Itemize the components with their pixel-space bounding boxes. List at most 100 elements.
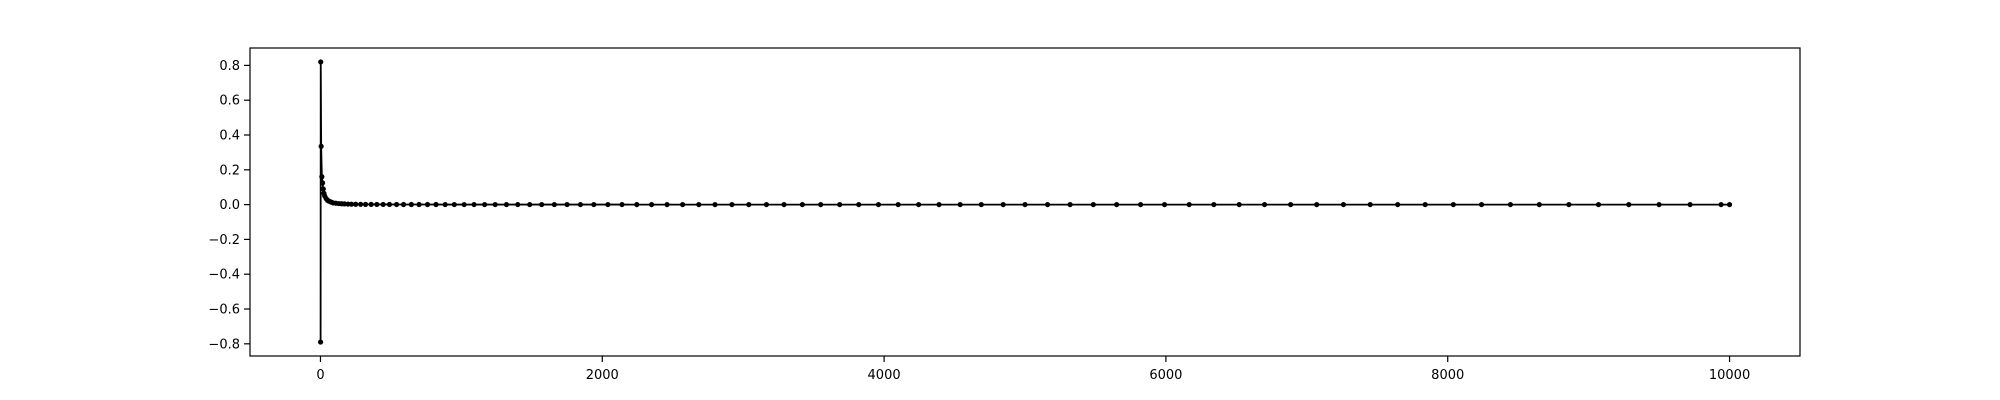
- data-point: [348, 201, 355, 207]
- y-tick-label: −0.4: [208, 268, 240, 283]
- data-point: [1422, 201, 1428, 208]
- data-point: [781, 201, 787, 208]
- data-point: [1595, 201, 1602, 208]
- y-axis-ticks: −0.8 −0.6 −0.4 −0.2 0.0 0.2 0.4 0.6 0.8: [208, 59, 250, 352]
- y-tick-label: 0.8: [219, 59, 240, 74]
- data-point: [1566, 201, 1572, 208]
- data-point: [551, 201, 557, 208]
- x-tick-label: 0: [316, 368, 324, 383]
- data-point: [1314, 201, 1320, 208]
- data-point: [319, 174, 325, 180]
- data-point: [957, 201, 963, 208]
- y-tick-label: 0.4: [219, 129, 240, 144]
- data-point: [527, 201, 533, 208]
- data-point: [837, 201, 843, 208]
- data-point: [451, 201, 457, 208]
- data-point: [318, 143, 324, 149]
- data-point: [353, 201, 359, 207]
- data-point: [1022, 201, 1028, 208]
- data-point: [619, 201, 625, 208]
- data-point: [875, 201, 882, 208]
- series-points: [318, 59, 1733, 345]
- x-tick-label: 10000: [1709, 368, 1750, 383]
- data-point: [408, 201, 414, 208]
- data-point: [564, 201, 570, 208]
- data-point: [318, 59, 324, 65]
- data-point: [318, 339, 324, 345]
- y-tick-label: −0.2: [208, 233, 240, 248]
- y-tick-label: −0.8: [208, 337, 240, 352]
- data-point: [433, 201, 439, 208]
- data-point: [712, 201, 718, 208]
- plot-area-frame: [249, 47, 1801, 357]
- data-point: [492, 201, 498, 208]
- data-point: [380, 201, 386, 208]
- data-point: [591, 201, 597, 208]
- x-axis-ticks: 0 2000 4000 6000 8000 10000: [316, 356, 1750, 383]
- data-point: [679, 201, 686, 208]
- data-point: [400, 201, 407, 208]
- y-tick-label: 0.2: [219, 163, 240, 178]
- data-point: [936, 201, 942, 208]
- data-point: [1626, 201, 1632, 208]
- data-point: [416, 201, 422, 208]
- data-point: [424, 201, 431, 208]
- data-point: [818, 201, 824, 208]
- data-point: [856, 201, 862, 208]
- data-point: [634, 201, 640, 208]
- data-point: [1288, 201, 1294, 208]
- data-point: [605, 201, 611, 208]
- data-point: [1478, 201, 1485, 208]
- data-point: [746, 201, 752, 208]
- y-tick-label: 0.0: [219, 198, 240, 213]
- x-tick-label: 6000: [1149, 368, 1182, 383]
- data-point: [1656, 201, 1662, 208]
- data-point: [895, 201, 901, 208]
- data-point: [1687, 201, 1693, 208]
- data-point: [1186, 201, 1192, 208]
- data-point: [978, 201, 984, 208]
- data-point: [763, 201, 770, 208]
- x-tick-label: 8000: [1431, 368, 1464, 383]
- data-point: [362, 201, 369, 207]
- data-point: [1000, 201, 1006, 208]
- data-point: [1340, 201, 1347, 208]
- data-point: [1395, 201, 1401, 208]
- y-tick-label: 0.6: [219, 94, 240, 109]
- data-point: [1261, 201, 1268, 208]
- data-point: [648, 201, 655, 208]
- data-point: [358, 201, 364, 207]
- data-point: [461, 201, 467, 208]
- data-point: [515, 201, 521, 208]
- data-point: [1718, 201, 1724, 208]
- data-point: [1536, 201, 1542, 208]
- data-point: [799, 201, 805, 208]
- data-point: [1236, 201, 1242, 208]
- x-tick-label: 4000: [868, 368, 901, 383]
- data-point: [539, 201, 545, 208]
- data-point: [368, 201, 374, 207]
- x-tick-label: 2000: [586, 368, 619, 383]
- data-point: [482, 201, 488, 208]
- data-point: [696, 201, 702, 208]
- data-point: [386, 201, 393, 208]
- data-point: [471, 201, 477, 208]
- data-point: [1726, 201, 1733, 208]
- data-point: [374, 201, 380, 208]
- data-point: [577, 201, 584, 208]
- data-point: [1137, 201, 1144, 208]
- data-point: [1161, 201, 1168, 208]
- data-point: [320, 186, 326, 192]
- data-point: [442, 201, 448, 208]
- data-point: [916, 201, 922, 208]
- data-point: [1367, 201, 1373, 208]
- data-point: [319, 180, 326, 186]
- data-point: [1067, 201, 1073, 208]
- data-point: [664, 201, 670, 208]
- data-point: [729, 201, 735, 208]
- data-point: [1450, 201, 1456, 208]
- data-point: [1507, 201, 1514, 208]
- data-point: [1211, 201, 1217, 208]
